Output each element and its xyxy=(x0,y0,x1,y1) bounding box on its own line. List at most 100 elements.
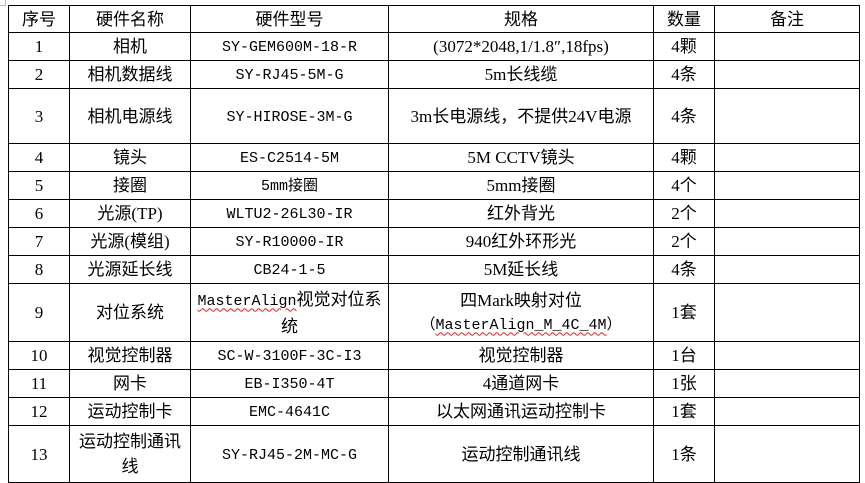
cell-model: SY-R10000-IR xyxy=(190,227,389,256)
document-corner-mark xyxy=(0,0,6,6)
cell-text: 7 xyxy=(34,232,44,251)
cell-note xyxy=(714,88,860,144)
cell-text: SY-RJ45-2M-MC-G xyxy=(221,446,358,464)
cell-text: 4个 xyxy=(671,176,697,195)
hardware-list-table: 序号 硬件名称 硬件型号 规格 数量 备注 1 相机 SY-GEM600M-18-R… xyxy=(8,5,860,483)
cell-text: 4条 xyxy=(671,65,697,84)
cell-text: 以太网通讯运动控制卡 xyxy=(436,402,606,421)
header-no: 序号 xyxy=(8,5,70,33)
cell-no: 6 xyxy=(8,199,70,228)
cell-model: 5mm接圈 xyxy=(190,171,389,200)
cell-text: 3m长电源线，不提供24V电源 xyxy=(410,106,632,126)
cell-text: 运动控制通讯线 xyxy=(461,444,581,464)
cell-name: 视觉控制器 xyxy=(69,341,191,370)
cell-text: EB-I350-4T xyxy=(244,376,335,393)
table-row: 1 相机 SY-GEM600M-18-R (3072*2048,1/1.8″,18fp… xyxy=(8,32,860,61)
cell-spec: 运动控制通讯线 xyxy=(388,425,654,483)
cell-text: MasterAlign_M_4C_4M xyxy=(435,316,607,334)
header-spec: 规格 xyxy=(388,5,654,33)
cell-text: (3072*2048,1/1.8″,18fps) xyxy=(433,37,609,56)
cell-text: 2 xyxy=(34,65,44,84)
cell-no: 1 xyxy=(8,32,70,61)
cell-name: 运动控制卡 xyxy=(69,397,191,426)
cell-note xyxy=(714,60,860,89)
cell-text: 视觉控制器 xyxy=(87,346,173,365)
cell-no: 9 xyxy=(8,283,70,342)
cell-no: 3 xyxy=(8,88,70,144)
cell-text: EMC-4641C xyxy=(248,404,330,421)
cell-spec: 以太网通讯运动控制卡 xyxy=(388,397,654,426)
cell-text: 光源延长线 xyxy=(87,260,173,279)
cell-qty: 1张 xyxy=(653,369,715,398)
cell-name: 接圈 xyxy=(69,171,191,200)
cell-text: 红外背光 xyxy=(487,204,555,223)
cell-model: SY-RJ45-2M-MC-G xyxy=(190,425,389,483)
cell-name: 相机数据线 xyxy=(69,60,191,89)
cell-text: 4条 xyxy=(671,260,697,279)
cell-note xyxy=(714,397,860,426)
cell-text: SY-RJ45-5M-G xyxy=(235,67,344,84)
cell-spec: 940红外环形光 xyxy=(388,227,654,256)
cell-name: 网卡 xyxy=(69,369,191,398)
cell-text: 6 xyxy=(34,204,44,223)
cell-text: 13 xyxy=(30,444,48,464)
cell-text: 5M延长线 xyxy=(483,260,559,279)
cell-text: 5 xyxy=(34,176,44,195)
cell-spec: 四Mark映射对位 （MasterAlign_M_4C_4M） xyxy=(388,283,654,342)
cell-text: 4条 xyxy=(671,106,697,126)
table-row: 8 光源延长线 CB24-1-5 5M延长线 4条 xyxy=(8,255,860,284)
cell-no: 5 xyxy=(8,171,70,200)
cell-spec: 5mm接圈 xyxy=(388,171,654,200)
table-header-row: 序号 硬件名称 硬件型号 规格 数量 备注 xyxy=(8,5,860,33)
cell-no: 11 xyxy=(8,369,70,398)
cell-model: SY-RJ45-5M-G xyxy=(190,60,389,89)
cell-text: 相机电源线 xyxy=(87,106,173,126)
cell-qty: 1台 xyxy=(653,341,715,370)
cell-qty: 4个 xyxy=(653,171,715,200)
cell-text: 2个 xyxy=(671,204,697,223)
cell-text: 光源(TP) xyxy=(97,204,163,223)
cell-text: ES-C2514-5M xyxy=(239,150,340,167)
header-name: 硬件名称 xyxy=(69,5,191,33)
cell-text: SC-W-3100F-3C-I3 xyxy=(217,348,362,365)
cell-text: SY-GEM600M-18-R xyxy=(221,39,358,56)
cell-text: SY-HIROSE-3M-G xyxy=(226,108,353,126)
cell-text: 1张 xyxy=(671,374,697,393)
cell-model: EMC-4641C xyxy=(190,397,389,426)
cell-text: 5mm接圈 xyxy=(486,176,556,195)
cell-no: 10 xyxy=(8,341,70,370)
cell-note xyxy=(714,283,860,342)
cell-spec: 5m长线缆 xyxy=(388,60,654,89)
cell-qty: 4颗 xyxy=(653,143,715,172)
cell-name: 相机电源线 xyxy=(69,88,191,144)
table-row: 4 镜头 ES-C2514-5M 5M CCTV镜头 4颗 xyxy=(8,143,860,172)
cell-spec: 4通道网卡 xyxy=(388,369,654,398)
table-row: 11 网卡 EB-I350-4T 4通道网卡 1张 xyxy=(8,369,860,398)
cell-name: 相机 xyxy=(69,32,191,61)
cell-text: 1套 xyxy=(671,402,697,421)
cell-model: SY-GEM600M-18-R xyxy=(190,32,389,61)
cell-note xyxy=(714,255,860,284)
cell-model: SC-W-3100F-3C-I3 xyxy=(190,341,389,370)
table-row: 7 光源(模组) SY-R10000-IR 940红外环形光 2个 xyxy=(8,227,860,256)
cell-text: CB24-1-5 xyxy=(253,262,326,279)
cell-no: 4 xyxy=(8,143,70,172)
cell-no: 7 xyxy=(8,227,70,256)
cell-text: 光源(模组) xyxy=(90,232,170,251)
cell-spec: (3072*2048,1/1.8″,18fps) xyxy=(388,32,654,61)
cell-model: SY-HIROSE-3M-G xyxy=(190,88,389,144)
cell-text: 5mm接圈 xyxy=(260,178,318,195)
cell-spec: 红外背光 xyxy=(388,199,654,228)
cell-qty: 4条 xyxy=(653,255,715,284)
cell-text: 1台 xyxy=(671,346,697,365)
cell-text: SY-R10000-IR xyxy=(235,234,344,251)
cell-qty: 1套 xyxy=(653,283,715,342)
cell-qty: 2个 xyxy=(653,199,715,228)
table-row: 3 相机电源线 SY-HIROSE-3M-G 3m长电源线，不提供24V电源 4条 xyxy=(8,88,860,144)
table-row: 6 光源(TP) WLTU2-26L30-IR 红外背光 2个 xyxy=(8,199,860,228)
cell-text: 镜头 xyxy=(113,148,147,167)
cell-no: 12 xyxy=(8,397,70,426)
cell-text: WLTU2-26L30-IR xyxy=(226,206,353,223)
table-row: 12 运动控制卡 EMC-4641C 以太网通讯运动控制卡 1套 xyxy=(8,397,860,426)
cell-qty: 4条 xyxy=(653,88,715,144)
